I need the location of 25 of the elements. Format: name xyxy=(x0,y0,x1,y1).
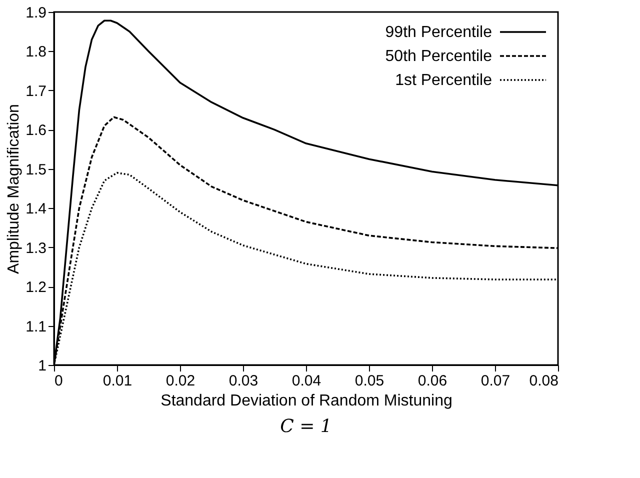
x-axis-title: Standard Deviation of Random Mistuning xyxy=(160,392,452,410)
x-tick-label: 0 xyxy=(54,372,63,390)
x-tick-label: 0.06 xyxy=(418,372,448,390)
x-tick-label: 0.08 xyxy=(529,372,558,390)
y-tick-label: 1.4 xyxy=(26,200,46,218)
x-tick-label: 0.07 xyxy=(480,372,510,390)
y-tick-label: 1.5 xyxy=(26,161,46,178)
y-axis-title: Amplitude Magnification xyxy=(6,104,23,274)
y-tick-label: 1.1 xyxy=(26,318,46,336)
text: C = 1 xyxy=(280,416,332,437)
y-tick-label: 1 xyxy=(38,358,46,374)
x-tick-label: 0.03 xyxy=(228,372,258,390)
x-tick-label: 0.04 xyxy=(292,372,322,390)
legend-label: 1st Percentile xyxy=(395,72,492,89)
y-tick-label: 1.7 xyxy=(26,82,46,100)
y-tick-label: 1.6 xyxy=(26,122,46,140)
x-tick-label: 0.05 xyxy=(354,372,384,390)
legend-label: 99th Percentile xyxy=(385,24,492,41)
y-tick-label: 1.8 xyxy=(26,44,46,61)
y-tick-label: 1.9 xyxy=(26,4,46,22)
x-tick-label: 0.01 xyxy=(102,372,132,390)
x-tick-label: 0.02 xyxy=(166,372,196,390)
y-tick-label: 1.2 xyxy=(26,279,46,296)
y-tick-label: 1.3 xyxy=(26,240,46,257)
legend-label: 50th Percentile xyxy=(385,48,492,65)
